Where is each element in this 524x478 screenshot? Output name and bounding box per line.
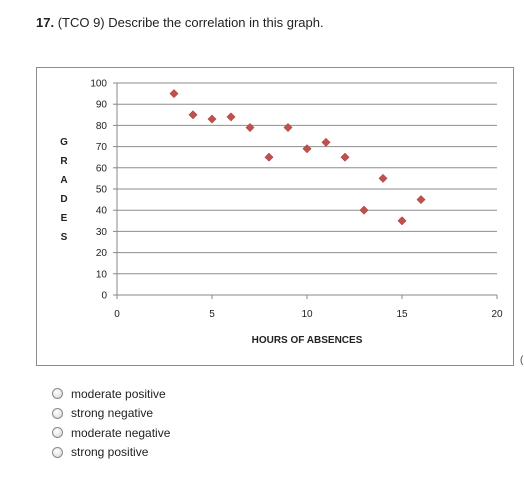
y-tick-label: 40 — [96, 206, 108, 217]
data-point-marker — [245, 122, 255, 133]
x-axis-title: HOURS OF ABSENCES — [252, 335, 363, 346]
y-tick-label: 60 — [96, 163, 108, 174]
y-tick-label: 90 — [96, 100, 108, 111]
x-tick-label: 10 — [301, 309, 313, 320]
option-label: moderate positive — [71, 386, 166, 401]
option-label: strong negative — [71, 406, 154, 421]
radio-button[interactable] — [52, 446, 63, 458]
radio-button[interactable] — [52, 407, 63, 419]
data-point-marker — [188, 110, 198, 120]
data-point-marker — [416, 195, 426, 205]
option-label: moderate negative — [71, 425, 171, 440]
y-axis-title-letter: D — [60, 194, 67, 205]
data-point-marker — [378, 173, 388, 183]
data-point-marker — [397, 216, 407, 226]
radio-button[interactable] — [52, 427, 63, 439]
edge-fragment: ( — [520, 355, 524, 366]
y-axis-title-letter: G — [60, 137, 68, 148]
x-tick-label: 20 — [491, 309, 503, 320]
y-tick-label: 80 — [96, 121, 108, 132]
question-number: 17. — [36, 15, 55, 30]
data-point-marker — [264, 152, 274, 162]
y-tick-label: 100 — [90, 79, 107, 90]
answer-options: moderate positive strong negative modera… — [52, 384, 170, 462]
data-point-marker — [226, 112, 236, 122]
y-axis-title-letter: S — [61, 232, 68, 243]
data-point-marker — [302, 144, 312, 154]
data-point-marker — [169, 89, 179, 99]
radio-button[interactable] — [52, 388, 63, 400]
option-strong-positive[interactable]: strong positive — [52, 443, 170, 463]
y-axis-title-letter: A — [60, 175, 67, 186]
data-point-marker — [359, 205, 369, 215]
y-axis-title-letter: R — [60, 156, 68, 167]
y-tick-label: 70 — [96, 142, 108, 153]
question-text: (TCO 9) Describe the correlation in this… — [54, 15, 324, 30]
y-tick-label: 20 — [96, 248, 108, 259]
data-point-marker — [207, 114, 217, 124]
y-tick-label: 10 — [96, 269, 108, 280]
y-axis-title-letter: E — [61, 213, 68, 224]
option-strong-negative[interactable]: strong negative — [52, 404, 170, 424]
x-tick-label: 0 — [114, 309, 120, 320]
question-prompt: 17. (TCO 9) Describe the correlation in … — [36, 15, 324, 30]
y-tick-label: 30 — [96, 227, 108, 238]
option-moderate-positive[interactable]: moderate positive — [52, 384, 170, 404]
x-tick-label: 15 — [396, 309, 408, 320]
y-tick-label: 50 — [96, 185, 108, 196]
y-tick-label: 0 — [101, 291, 107, 302]
x-tick-label: 5 — [209, 309, 215, 320]
data-point-marker — [283, 122, 293, 133]
option-label: strong positive — [71, 445, 149, 460]
data-point-marker — [321, 137, 331, 147]
scatter-chart: 0 10 20 30 40 50 60 70 80 90 100 0 5 10 15 20 G R A D E S HOUR… — [36, 67, 514, 366]
option-moderate-negative[interactable]: moderate negative — [52, 423, 170, 443]
data-point-marker — [340, 152, 350, 162]
